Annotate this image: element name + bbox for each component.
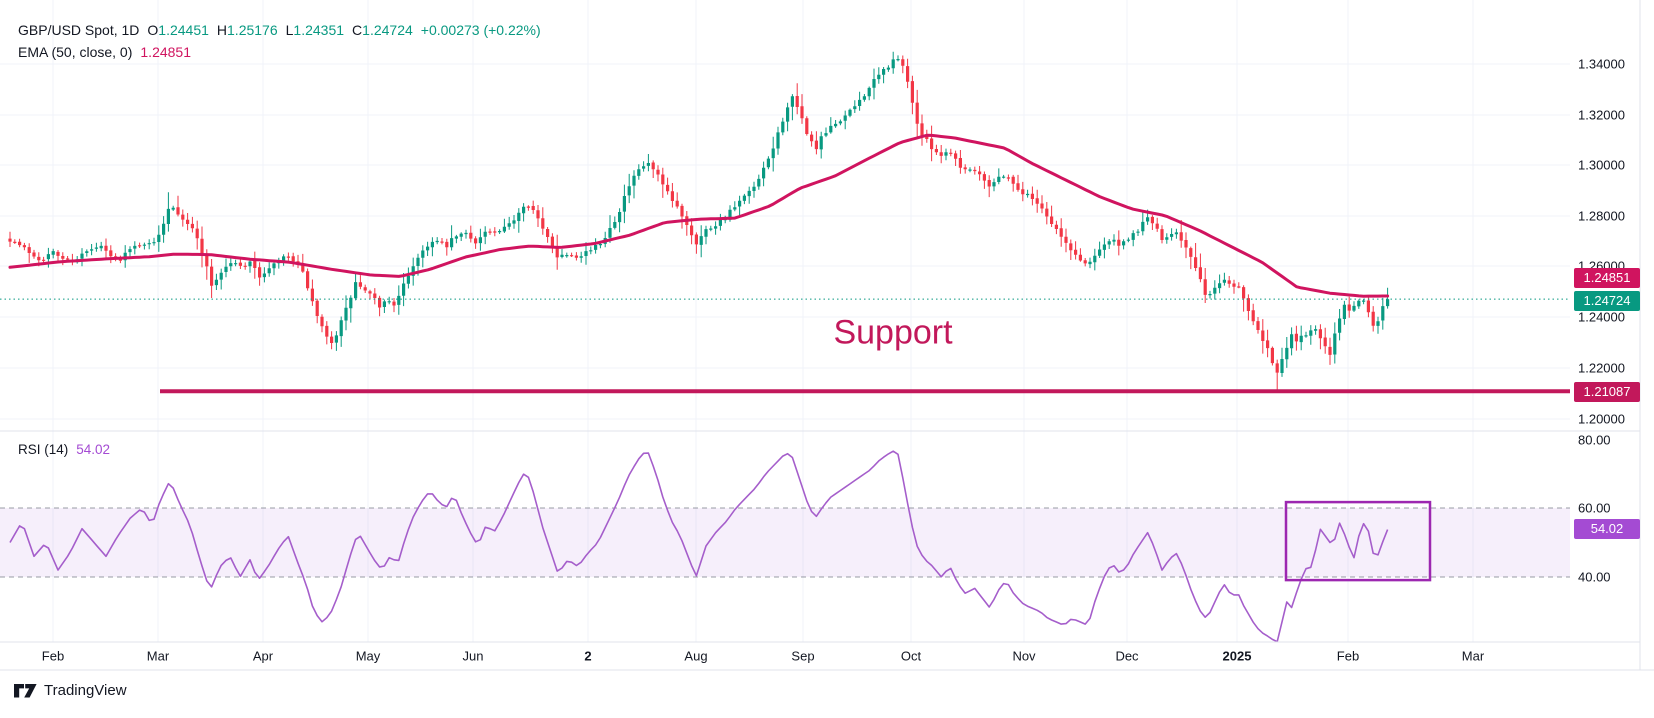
time-axis-label: May: [355, 648, 381, 664]
time-axis-label: Feb: [1336, 648, 1360, 664]
time-axis-label: Sep: [791, 648, 815, 664]
down-wicks: [9, 55, 1374, 393]
rsi-badge: 54.02: [1574, 519, 1640, 539]
rsi-label: RSI (14): [18, 442, 69, 457]
time-axis-label: Oct: [900, 648, 922, 664]
price-axis-label: 1.20000: [1578, 411, 1625, 427]
low-value: 1.24351: [293, 22, 345, 38]
ema-value: 1.24851: [140, 44, 191, 60]
tradingview-logo-icon: [14, 683, 37, 697]
brand-text: TradingView: [44, 682, 127, 699]
gridlines: [0, 0, 1570, 642]
open-value: 1.24451: [158, 22, 209, 38]
time-axis-label: Feb: [41, 648, 65, 664]
price-axis-label: 1.30000: [1578, 157, 1625, 173]
ohlc-low: L 1.24351: [285, 22, 345, 38]
price-axis-label: 1.22000: [1578, 360, 1625, 376]
time-axis-label: Mar: [146, 648, 170, 664]
ohlc-open: O 1.24451: [147, 22, 209, 38]
price-axis-label: 1.32000: [1578, 107, 1625, 123]
price-axis-label: 1.24000: [1578, 309, 1625, 325]
symbol-legend: GBP/USD Spot, 1D O 1.24451 H 1.25176 L 1.24…: [18, 22, 541, 38]
rsi-legend: RSI (14) 54.02: [18, 442, 110, 457]
time-axis-label: 2025: [1222, 648, 1252, 664]
ema-label: EMA (50, close, 0): [18, 44, 133, 60]
up-wicks: [47, 51, 1389, 377]
ema-badge: 1.24851: [1574, 268, 1640, 288]
rsi-line: [9, 450, 1389, 643]
price-axis-label: 1.34000: [1578, 56, 1625, 72]
change-value: +0.00273 (+0.22%): [420, 22, 541, 38]
time-axis-label: Jun: [462, 648, 484, 664]
ohlc-high: H 1.25176: [216, 22, 278, 38]
time-axis-label: Aug: [684, 648, 708, 664]
price-axis-label: 40.00: [1578, 569, 1611, 585]
high-value: 1.25176: [227, 22, 278, 38]
footer-brand[interactable]: TradingView: [14, 682, 127, 699]
rsi-highlight-box[interactable]: [1284, 500, 1432, 582]
separators: [0, 0, 1654, 671]
price-axis-label: 1.28000: [1578, 208, 1625, 224]
ema-legend: EMA (50, close, 0) 1.24851: [18, 44, 191, 60]
ema-line: [8, 133, 1390, 298]
price-badge: 1.24724: [1574, 291, 1640, 311]
price-axis-label: 80.00: [1578, 432, 1611, 448]
time-axis-label: 2: [584, 648, 592, 664]
symbol-title: GBP/USD Spot, 1D: [18, 22, 140, 38]
rsi-value: 54.02: [76, 442, 111, 457]
support-annotation[interactable]: Support: [833, 313, 953, 352]
time-axis-label: Nov: [1012, 648, 1036, 664]
time-axis-label: Apr: [252, 648, 274, 664]
close-value: 1.24724: [362, 22, 413, 38]
ohlc-close: C 1.24724: [352, 22, 413, 38]
rsi-band: [0, 507, 1570, 578]
price-axis-label: 60.00: [1578, 500, 1611, 516]
time-axis-label: Dec: [1115, 648, 1139, 664]
support-badge: 1.21087: [1574, 382, 1640, 402]
time-axis-label: Mar: [1461, 648, 1485, 664]
